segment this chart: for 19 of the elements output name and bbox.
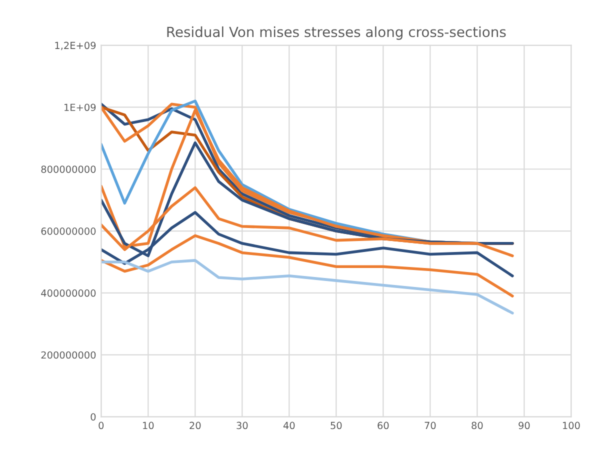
x-tick-label: 50 bbox=[330, 422, 342, 430]
y-tick-label: 1E+09 bbox=[64, 104, 96, 112]
x-tick-label: 100 bbox=[562, 422, 580, 430]
y-tick-label: 400000000 bbox=[41, 289, 96, 297]
x-tick-label: 90 bbox=[518, 422, 530, 430]
chart-title: Residual Von mises stresses along cross-sections bbox=[167, 26, 506, 40]
x-tick-label: 40 bbox=[283, 422, 295, 430]
y-tick-label: 600000000 bbox=[41, 228, 96, 235]
x-tick-label: 0 bbox=[98, 422, 104, 430]
x-tick-label: 10 bbox=[143, 422, 154, 430]
x-tick-label: 80 bbox=[472, 422, 483, 430]
y-tick-label: 0 bbox=[90, 413, 96, 421]
x-tick-label: 70 bbox=[424, 422, 436, 430]
x-tick-label: 60 bbox=[378, 422, 389, 430]
y-tick-label: 200000000 bbox=[41, 351, 96, 359]
x-tick-label: 20 bbox=[190, 422, 201, 430]
y-tick-label: 1,2E+09 bbox=[55, 42, 96, 50]
x-tick-label: 30 bbox=[236, 422, 248, 430]
y-tick-label: 800000000 bbox=[41, 166, 96, 173]
